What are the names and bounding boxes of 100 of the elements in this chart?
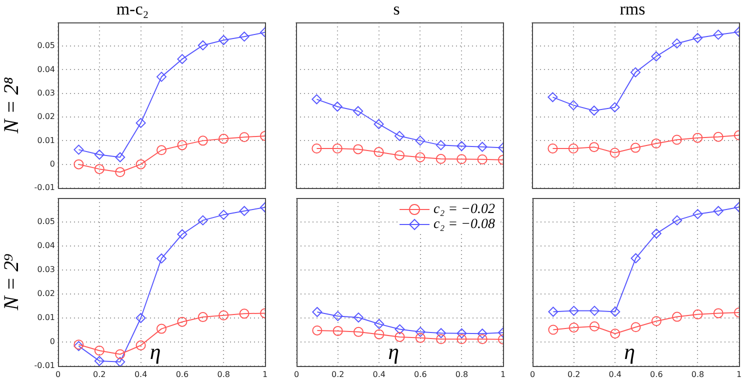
point [436, 334, 446, 344]
x-tick-label: 0.8 [455, 370, 468, 379]
point [177, 54, 188, 64]
point [610, 148, 620, 158]
point [156, 324, 166, 334]
y-tick-label: 0.03 [37, 265, 55, 274]
point [713, 308, 724, 318]
point [177, 316, 188, 327]
point [332, 311, 343, 322]
legend-label: c₂ = −0.02 [434, 202, 496, 218]
chart-title: s [393, 0, 400, 19]
point [436, 328, 446, 338]
x-tick-label: 0.2 [93, 370, 106, 379]
x-tick-label: 0.4 [134, 370, 148, 379]
point [374, 319, 384, 329]
point [568, 100, 578, 110]
point [136, 313, 146, 323]
y-tick-label: 0 [50, 337, 55, 346]
y-tick-label: -0.01 [34, 361, 55, 370]
point [198, 312, 208, 322]
x-tick-label: 0.4 [608, 370, 622, 379]
point [692, 209, 703, 220]
x-tick-label: 0.8 [691, 370, 704, 379]
point [239, 206, 250, 216]
point [610, 328, 620, 339]
point [548, 324, 558, 335]
point [332, 102, 342, 112]
point [589, 142, 600, 152]
point [115, 356, 126, 366]
point [651, 138, 662, 149]
point [374, 119, 384, 130]
point [198, 136, 208, 146]
point [353, 326, 364, 337]
point [415, 136, 426, 146]
point [94, 150, 104, 160]
point [568, 322, 579, 333]
point [713, 30, 724, 40]
point [177, 140, 188, 150]
point [456, 328, 467, 338]
y-tick-label: 0.05 [37, 217, 55, 226]
point [115, 152, 126, 162]
point [548, 92, 558, 102]
point [415, 326, 426, 337]
point [74, 159, 84, 170]
chart-title: rms [620, 0, 646, 19]
x-tick-label: 0.2 [331, 370, 344, 379]
x-axis-title: η [624, 338, 636, 364]
point [589, 106, 600, 116]
x-tick-label: 0 [294, 370, 300, 379]
point [239, 32, 250, 42]
point [94, 164, 104, 174]
point [672, 215, 682, 226]
point [394, 150, 404, 160]
x-axis-title: η [388, 338, 400, 364]
point [218, 310, 229, 320]
point [198, 215, 208, 226]
point [239, 132, 250, 142]
point [436, 140, 446, 150]
point [568, 143, 578, 154]
point [610, 306, 620, 317]
point [218, 134, 229, 144]
legend-label: c₂ = −0.08 [434, 217, 496, 232]
point [374, 329, 384, 340]
point [332, 143, 342, 154]
x-tick-label: 0.6 [414, 370, 427, 379]
point [630, 67, 640, 78]
point [394, 324, 405, 334]
point [651, 228, 662, 239]
point [477, 154, 488, 164]
point [610, 102, 620, 112]
y-tick-label: 0.03 [37, 88, 55, 98]
point [74, 144, 84, 155]
point [374, 147, 384, 158]
point [672, 312, 682, 322]
point [651, 316, 662, 326]
point [672, 134, 682, 145]
point [115, 167, 126, 178]
x-tick-label: 1 [500, 370, 506, 379]
point [692, 309, 703, 320]
point [713, 132, 724, 142]
point [312, 325, 322, 336]
x-tick-label: 1 [262, 370, 268, 379]
point [477, 142, 488, 152]
point [353, 312, 364, 323]
x-tick-label: 0.6 [650, 370, 663, 379]
y-tick-label: -0.01 [34, 183, 55, 192]
y-tick-label: 0.04 [37, 64, 55, 74]
point [239, 308, 250, 319]
point [353, 106, 364, 116]
y-tick-label: 0.02 [37, 112, 55, 122]
point [692, 33, 703, 44]
point [589, 306, 600, 316]
point [436, 154, 446, 164]
point [218, 35, 229, 46]
point [713, 206, 724, 216]
point [218, 210, 229, 220]
point [589, 321, 600, 332]
point [630, 142, 640, 153]
point [456, 141, 467, 152]
point [548, 143, 558, 154]
